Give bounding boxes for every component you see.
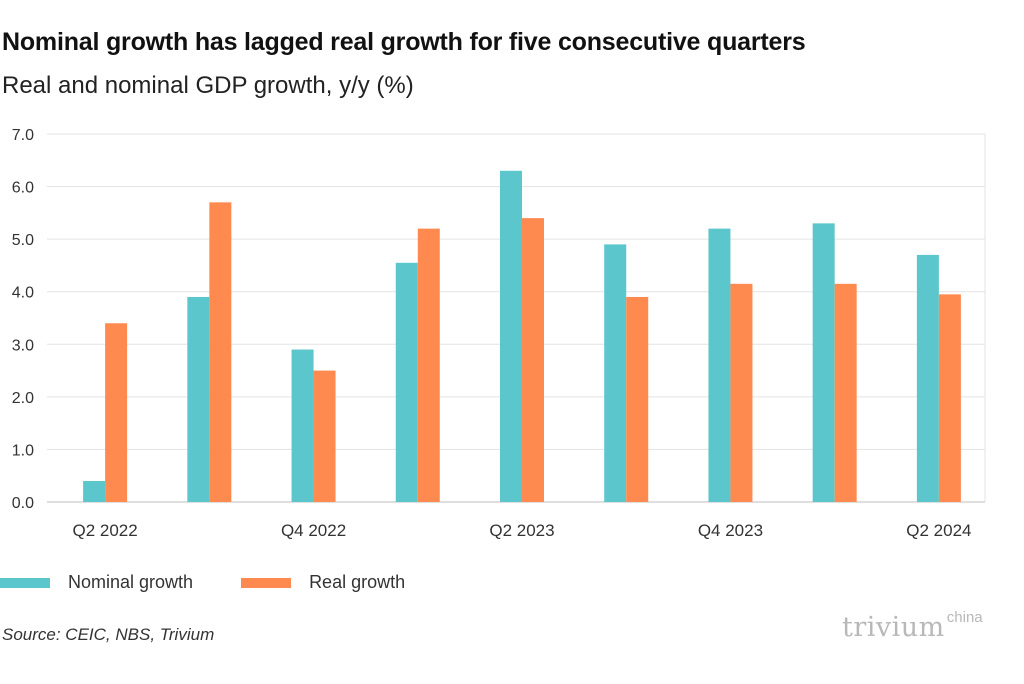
brand-superscript: china <box>946 609 983 626</box>
y-tick-label: 6.0 <box>12 180 34 197</box>
source-note: Source: CEIC, NBS, Trivium <box>2 625 215 644</box>
bar-real-7 <box>834 283 857 502</box>
bar-nominal-7 <box>812 223 835 502</box>
y-tick-label: 3.0 <box>12 337 34 354</box>
bar-real-1 <box>209 202 232 502</box>
x-tick-label: Q2 2022 <box>72 521 137 540</box>
bar-real-2 <box>313 370 336 502</box>
bar-nominal-2 <box>291 349 314 502</box>
chart-subtitle: Real and nominal GDP growth, y/y (%) <box>2 72 414 99</box>
legend-item-nominal: Nominal growth <box>0 572 193 593</box>
bar-real-8 <box>938 294 961 502</box>
x-tick-label: Q4 2023 <box>698 521 763 540</box>
bar-nominal-4 <box>500 170 522 503</box>
y-tick-label: 4.0 <box>12 285 34 302</box>
bar-nominal-5 <box>604 244 627 502</box>
y-tick-label: 7.0 <box>12 127 34 144</box>
legend-swatch-nominal <box>0 577 50 588</box>
bar-real-5 <box>626 296 649 502</box>
bar-real-3 <box>417 228 440 502</box>
bar-nominal-6 <box>708 228 731 502</box>
x-tick-label: Q2 2024 <box>906 521 971 540</box>
legend-swatch-real <box>241 577 292 588</box>
legend-label-nominal: Nominal growth <box>68 572 194 592</box>
bars <box>83 170 961 503</box>
legend-item-real: Real growth <box>241 572 405 593</box>
bar-nominal-8 <box>916 254 939 502</box>
bar-nominal-3 <box>395 262 418 502</box>
bar-real-0 <box>105 323 128 502</box>
bar-nominal-1 <box>187 296 210 502</box>
bar-real-4 <box>522 218 544 502</box>
bar-nominal-0 <box>83 480 106 502</box>
y-axis: 0.0 1.0 2.0 3.0 4.0 5.0 6.0 7.0 <box>12 127 34 512</box>
y-tick-label: 5.0 <box>12 232 34 249</box>
y-tick-label: 0.0 <box>12 495 34 512</box>
x-tick-label: Q4 2022 <box>281 521 346 540</box>
chart-title: Nominal growth has lagged real growth fo… <box>2 28 806 56</box>
x-tick-label: Q2 2023 <box>489 521 554 540</box>
bar-chart: 0.01.02.03.04.05.06.07.0 Q2 2022 Q4 2022 Q… <box>12 127 986 540</box>
brand-logo: trivium china <box>842 609 983 643</box>
x-axis: Q2 2022 Q4 2022 Q2 2023 Q4 2023 Q2 2024 <box>72 521 971 540</box>
y-tick-label: 2.0 <box>12 390 34 407</box>
y-tick-label: 1.0 <box>12 442 34 459</box>
bar-real-6 <box>730 283 753 502</box>
legend: Nominal growth Real growth <box>0 572 453 593</box>
legend-label-real: Real growth <box>309 572 406 592</box>
brand-name: trivium <box>842 612 945 643</box>
